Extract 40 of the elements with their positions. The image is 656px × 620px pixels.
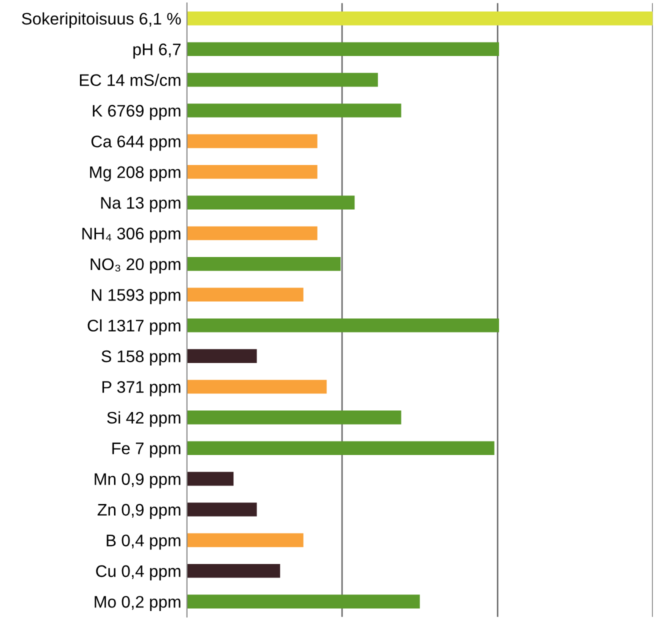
bar — [186, 564, 280, 578]
y-tick-label: pH 6,7 — [133, 44, 181, 59]
y-tick-label: Zn 0,9 ppm — [98, 504, 180, 519]
y-tick-label: K 6769 ppm — [92, 104, 180, 120]
y-tick-label: EC 14 mS/cm — [80, 74, 180, 86]
y-tick-label: Mn 0,9 ppm — [94, 473, 180, 488]
y-tick-label: Na 13 ppm — [101, 196, 180, 212]
y-tick-label: Mo 0,2 ppm — [94, 596, 180, 612]
bar — [186, 257, 341, 271]
y-tick-label: NH₄ 306 ppm — [82, 228, 180, 243]
bar — [186, 472, 234, 486]
y-tick-label: NO₃ 20 ppm — [90, 258, 180, 274]
bar — [186, 502, 257, 516]
bar — [186, 196, 355, 210]
y-tick-label: Mg 208 ppm — [90, 166, 180, 182]
bar — [186, 594, 420, 608]
y-tick-label: Sokeripitoisuus 6,1 % — [22, 12, 181, 28]
y-tick-label: Ca 644 ppm — [91, 136, 180, 151]
bar — [186, 349, 257, 363]
bar — [186, 380, 327, 394]
y-tick-label: Si 42 ppm — [107, 411, 180, 427]
y-tick-label: Fe 7 ppm — [112, 442, 180, 458]
bar — [186, 288, 304, 302]
bar — [186, 134, 318, 148]
y-tick-label: Cu 0,4 ppm — [96, 565, 180, 580]
bar — [186, 164, 318, 179]
bar — [186, 318, 500, 332]
y-tick-label: P 371 ppm — [102, 381, 180, 396]
bar — [186, 441, 494, 456]
bar — [186, 12, 653, 26]
bar — [186, 533, 304, 548]
y-tick-label: B 0,4 ppm — [106, 534, 180, 550]
y-tick-label: S 158 ppm — [102, 350, 180, 366]
y-tick-label: N 1593 ppm — [92, 289, 180, 304]
bar — [186, 226, 318, 240]
y-tick-label: Cl 1317 ppm — [88, 319, 180, 335]
bar — [186, 410, 402, 424]
bar — [186, 104, 402, 118]
bar — [186, 72, 378, 87]
bar — [186, 42, 500, 56]
